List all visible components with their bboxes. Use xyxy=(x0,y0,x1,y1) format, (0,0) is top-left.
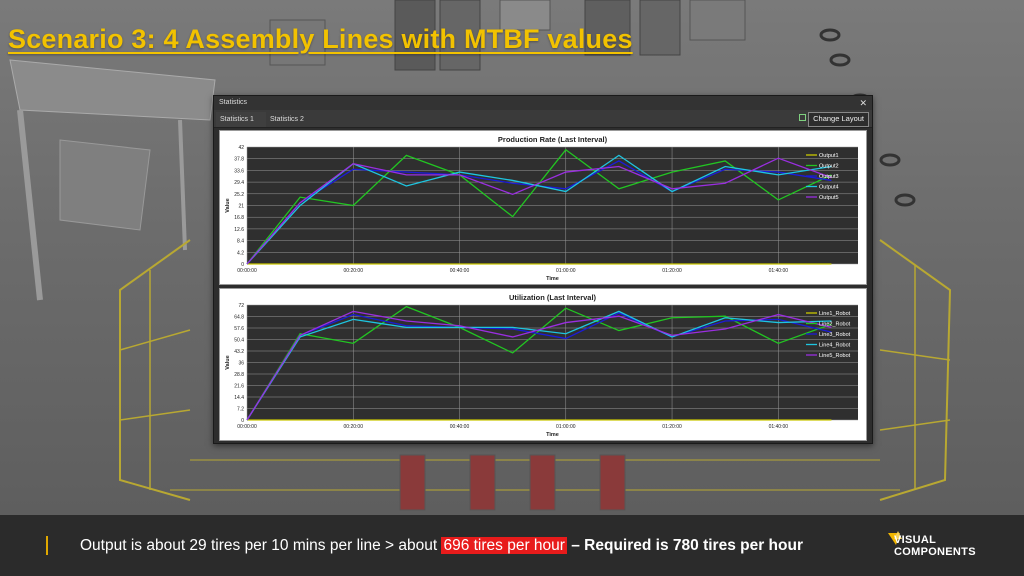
tab-statistics-1[interactable]: Statistics 1✕ xyxy=(216,112,266,139)
y-axis-label: Value xyxy=(225,355,231,369)
x-tick-label: 01:20:00 xyxy=(662,268,682,274)
legend-label: Output4 xyxy=(819,185,839,191)
visual-components-logo-icon xyxy=(888,531,902,545)
y-tick-label: 0 xyxy=(241,418,244,424)
x-tick-label: 00:20:00 xyxy=(344,424,364,430)
x-tick-label: 00:20:00 xyxy=(344,268,364,274)
x-tick-label: 00:00:00 xyxy=(237,268,257,274)
y-tick-label: 33.6 xyxy=(234,168,244,174)
statistics-window: Statistics ✕ Statistics 1✕ Statistics 2✕… xyxy=(213,95,873,444)
layout-checkbox[interactable] xyxy=(799,114,806,121)
tab-label: Statistics 1 xyxy=(220,116,254,123)
utilization-plot: Utilization (Last Interval) 0 7.2 14.4 21.6 2… xyxy=(225,293,858,438)
y-tick-label: 12.6 xyxy=(234,227,244,233)
series-line-Output5 xyxy=(246,157,832,265)
caption-highlight: 696 tires per hour xyxy=(441,537,567,554)
y-tick-label: 21.6 xyxy=(234,384,244,390)
tab-statistics-2[interactable]: Statistics 2✕ xyxy=(266,112,316,139)
legend-label: Output1 xyxy=(819,153,839,159)
legend-label: Output5 xyxy=(819,195,839,201)
y-tick-label: 64.8 xyxy=(234,315,244,321)
y-tick-label: 4.2 xyxy=(237,250,244,256)
logo-text: VISUAL COMPONENTS xyxy=(894,534,976,558)
caption-part-2: – Required is 780 tires per hour xyxy=(566,537,803,554)
x-axis-label: Time xyxy=(546,276,559,282)
factory-illustration xyxy=(9,0,952,511)
y-tick-label: 8.4 xyxy=(237,239,244,245)
utilization-chart: Utilization (Last Interval) 0 7.2 14.4 21.6 2… xyxy=(219,288,867,441)
slide-title: Scenario 3: 4 Assembly Lines with MTBF v… xyxy=(8,24,633,54)
x-tick-label: 01:40:00 xyxy=(769,424,789,430)
x-tick-label: 00:00:00 xyxy=(237,424,257,430)
y-tick-label: 72 xyxy=(238,303,244,309)
y-tick-label: 0 xyxy=(241,262,244,268)
y-tick-label: 14.4 xyxy=(234,395,244,401)
change-layout-button[interactable]: Change Layout xyxy=(808,112,869,127)
close-icon[interactable]: ✕ xyxy=(859,98,867,108)
window-titlebar[interactable]: Statistics ✕ xyxy=(214,96,872,110)
y-tick-label: 21 xyxy=(238,204,244,210)
caption-bar: Output is about 29 tires per 10 mins per… xyxy=(0,515,1024,576)
x-tick-label: 01:20:00 xyxy=(662,424,682,430)
caption-part-1: Output is about 29 tires per 10 mins per… xyxy=(80,537,442,554)
y-tick-label: 36 xyxy=(238,361,244,367)
logo-line-2: COMPONENTS xyxy=(894,546,976,558)
logo-line-1: VISUAL xyxy=(894,534,937,546)
series-line-Line5_Robot xyxy=(246,310,832,421)
caption-text: Output is about 29 tires per 10 mins per… xyxy=(80,535,803,556)
x-axis-label: Time xyxy=(546,432,559,438)
legend-label: Line1_Robot xyxy=(819,311,851,317)
legend-label: Line5_Robot xyxy=(819,353,851,359)
series-line-Line3_Robot xyxy=(246,312,832,421)
legend-label: Output3 xyxy=(819,174,839,180)
tab-label: Statistics 2 xyxy=(270,116,304,123)
y-axis-label: Value xyxy=(225,198,231,212)
window-title: Statistics xyxy=(219,99,248,106)
production-rate-plot: Production Rate (Last Interval) 0 4.2 8.4 12… xyxy=(225,135,858,282)
accent-bar xyxy=(46,536,48,555)
chart-title: Utilization (Last Interval) xyxy=(509,293,597,302)
tab-bar: Statistics 1✕ Statistics 2✕ Change Layou… xyxy=(214,110,872,139)
legend-label: Line2_Robot xyxy=(819,322,851,328)
x-tick-label: 00:40:00 xyxy=(450,424,470,430)
y-tick-label: 28.8 xyxy=(234,372,244,378)
y-tick-label: 29.4 xyxy=(234,180,244,186)
legend-label: Output2 xyxy=(819,164,839,170)
y-tick-label: 25.2 xyxy=(234,192,244,198)
y-tick-label: 57.6 xyxy=(234,326,244,332)
y-tick-label: 42 xyxy=(238,145,244,151)
y-tick-label: 16.8 xyxy=(234,215,244,221)
y-tick-label: 7.2 xyxy=(237,407,244,413)
y-tick-label: 43.2 xyxy=(234,349,244,355)
y-tick-label: 50.4 xyxy=(234,338,244,344)
chart-title: Production Rate (Last Interval) xyxy=(498,135,608,144)
legend-label: Line4_Robot xyxy=(819,343,851,349)
x-tick-label: 01:40:00 xyxy=(769,268,789,274)
legend-label: Line3_Robot xyxy=(819,332,851,338)
series-line-Line4_Robot xyxy=(246,310,832,421)
x-tick-label: 00:40:00 xyxy=(450,268,470,274)
production-rate-chart: Production Rate (Last Interval) 0 4.2 8.4 12… xyxy=(219,130,867,285)
x-tick-label: 01:00:00 xyxy=(556,268,576,274)
y-tick-label: 37.8 xyxy=(234,157,244,163)
x-tick-label: 01:00:00 xyxy=(556,424,576,430)
